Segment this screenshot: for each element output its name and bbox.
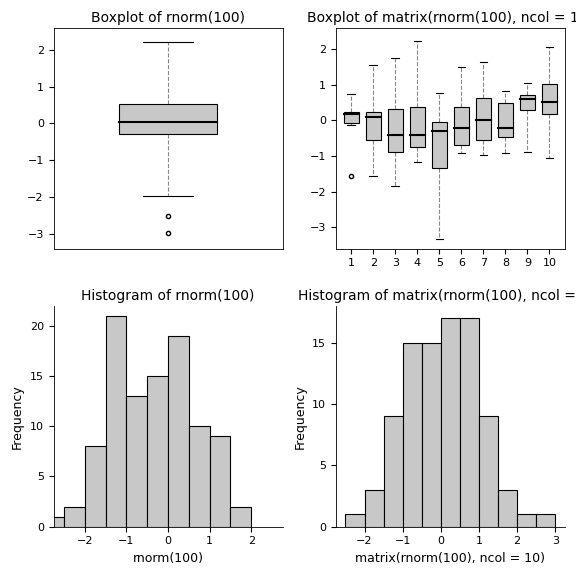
Bar <box>498 103 513 138</box>
X-axis label: matrix(rnorm(100), ncol = 10): matrix(rnorm(100), ncol = 10) <box>355 552 545 565</box>
Title: Histogram of matrix(rnorm(100), ncol = 10): Histogram of matrix(rnorm(100), ncol = 1… <box>298 289 576 303</box>
Bar <box>43 517 64 526</box>
Bar <box>119 104 217 134</box>
Bar <box>168 336 189 526</box>
Title: Boxplot of matrix(rnorm(100), ncol = 10): Boxplot of matrix(rnorm(100), ncol = 10) <box>308 11 576 25</box>
Bar <box>542 84 557 114</box>
Bar <box>366 112 381 140</box>
Bar <box>441 318 460 526</box>
Bar <box>403 343 422 526</box>
Bar <box>388 109 403 153</box>
Bar <box>476 98 491 140</box>
Bar <box>147 376 168 526</box>
Bar <box>64 506 85 526</box>
Title: Histogram of rnorm(100): Histogram of rnorm(100) <box>81 289 255 303</box>
Bar <box>346 514 365 526</box>
Bar <box>431 122 447 168</box>
Bar <box>422 343 441 526</box>
Bar <box>126 396 147 526</box>
Bar <box>454 107 469 145</box>
Title: Boxplot of rnorm(100): Boxplot of rnorm(100) <box>91 11 245 25</box>
Bar <box>520 94 535 111</box>
Bar <box>536 514 555 526</box>
Bar <box>460 318 479 526</box>
Bar <box>365 490 384 526</box>
Bar <box>230 506 251 526</box>
Bar <box>410 107 425 147</box>
Bar <box>210 436 230 526</box>
Bar <box>384 416 403 526</box>
Y-axis label: Frequency: Frequency <box>11 384 24 449</box>
Bar <box>479 416 498 526</box>
Bar <box>85 446 105 526</box>
Bar <box>517 514 536 526</box>
Bar <box>105 316 126 526</box>
Bar <box>344 112 359 123</box>
X-axis label: rnorm(100): rnorm(100) <box>132 552 203 565</box>
Bar <box>189 426 210 526</box>
Bar <box>498 490 517 526</box>
Y-axis label: Frequency: Frequency <box>294 384 306 449</box>
